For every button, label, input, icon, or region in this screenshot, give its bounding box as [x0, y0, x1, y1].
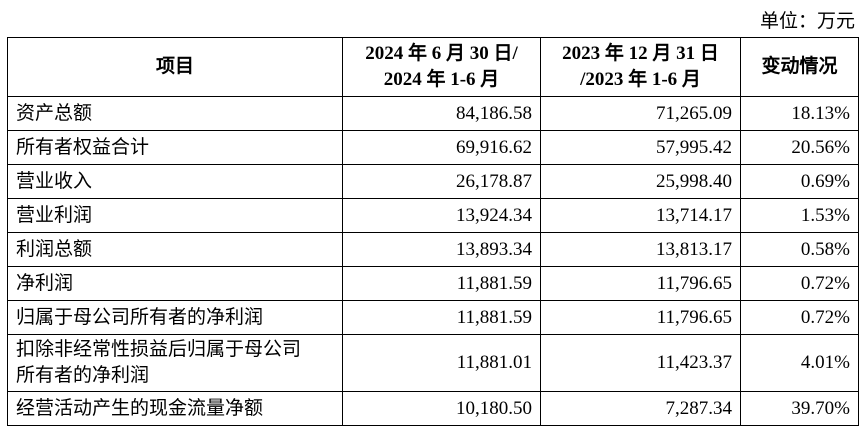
row-label: 净利润 [7, 266, 343, 301]
cell: 11,881.01 [342, 334, 541, 392]
cell: 39.70% [740, 391, 859, 426]
cell: 11,881.59 [342, 266, 541, 301]
cell: 4.01% [740, 334, 859, 392]
cell: 13,813.17 [540, 232, 741, 267]
header-row: 项目 2024 年 6 月 30 日/2024 年 1-6 月 2023 年 12 … [7, 37, 859, 97]
cell: 57,995.42 [540, 130, 741, 165]
cell: 69,916.62 [342, 130, 541, 165]
cell: 1.53% [740, 198, 859, 233]
cell: 11,796.65 [540, 300, 741, 335]
row-label: 利润总额 [7, 232, 343, 267]
cell: 13,714.17 [540, 198, 741, 233]
cell: 18.13% [740, 96, 859, 131]
row-label: 扣除非经常性损益后归属于母公司 所有者的净利润 [7, 334, 343, 392]
cell: 0.69% [740, 164, 859, 199]
cell-line: 所有者的净利润 [16, 365, 150, 386]
cell: 26,178.87 [342, 164, 541, 199]
row-label: 归属于母公司所有者的净利润 [7, 300, 343, 335]
cell: 13,893.34 [342, 232, 541, 267]
cell-line: 扣除非经常性损益后归属于母公司 [16, 339, 302, 360]
table-row: 所有者权益合计 69,916.62 57,995.42 20.56% [7, 130, 859, 165]
cell: 10,180.50 [342, 391, 541, 426]
cell: 0.58% [740, 232, 859, 267]
table-row: 净利润 11,881.59 11,796.65 0.72% [7, 266, 859, 301]
table-header: 项目 2024 年 6 月 30 日/2024 年 1-6 月 2023 年 12 … [7, 37, 859, 97]
table-row: 资产总额 84,186.58 71,265.09 18.13% [7, 96, 859, 131]
row-label: 营业收入 [7, 164, 343, 199]
cell-line: 2023 年 12 月 31 日 [562, 43, 719, 64]
header-cell: 2023 年 12 月 31 日/2023 年 1-6 月 [540, 37, 741, 97]
table-row: 营业利润 13,924.34 13,714.17 1.53% [7, 198, 859, 233]
table-row: 扣除非经常性损益后归属于母公司 所有者的净利润 11,881.01 11,423.37… [7, 334, 859, 392]
cell: 84,186.58 [342, 96, 541, 131]
cell: 0.72% [740, 266, 859, 301]
cell: 11,881.59 [342, 300, 541, 335]
table-body: 资产总额 84,186.58 71,265.09 18.13% 所有者权益合计 69,91… [7, 96, 859, 426]
row-label: 所有者权益合计 [7, 130, 343, 165]
cell: 0.72% [740, 300, 859, 335]
row-label: 资产总额 [7, 96, 343, 131]
cell: 20.56% [740, 130, 859, 165]
header-cell: 变动情况 [740, 37, 859, 97]
cell-line: 2024 年 1-6 月 [383, 69, 500, 90]
row-label: 营业利润 [7, 198, 343, 233]
header-cell: 项目 [7, 37, 343, 97]
cell-line: /2023 年 1-6 月 [580, 69, 701, 90]
cell: 25,998.40 [540, 164, 741, 199]
cell: 71,265.09 [540, 96, 741, 131]
cell: 11,796.65 [540, 266, 741, 301]
table-row: 归属于母公司所有者的净利润 11,881.59 11,796.65 0.72% [7, 300, 859, 335]
table-row: 营业收入 26,178.87 25,998.40 0.69% [7, 164, 859, 199]
header-cell: 2024 年 6 月 30 日/2024 年 1-6 月 [342, 37, 541, 97]
data-table: 项目 2024 年 6 月 30 日/2024 年 1-6 月 2023 年 12 … [7, 37, 859, 426]
cell: 7,287.34 [540, 391, 741, 426]
unit-label: 单位：万元 [759, 11, 855, 32]
cell-line: 2024 年 6 月 30 日/ [365, 43, 518, 64]
table-row: 经营活动产生的现金流量净额 10,180.50 7,287.34 39.70% [7, 391, 859, 426]
table-row: 利润总额 13,893.34 13,813.17 0.58% [7, 232, 859, 267]
cell: 13,924.34 [342, 198, 541, 233]
cell: 11,423.37 [540, 334, 741, 392]
row-label: 经营活动产生的现金流量净额 [7, 391, 343, 426]
